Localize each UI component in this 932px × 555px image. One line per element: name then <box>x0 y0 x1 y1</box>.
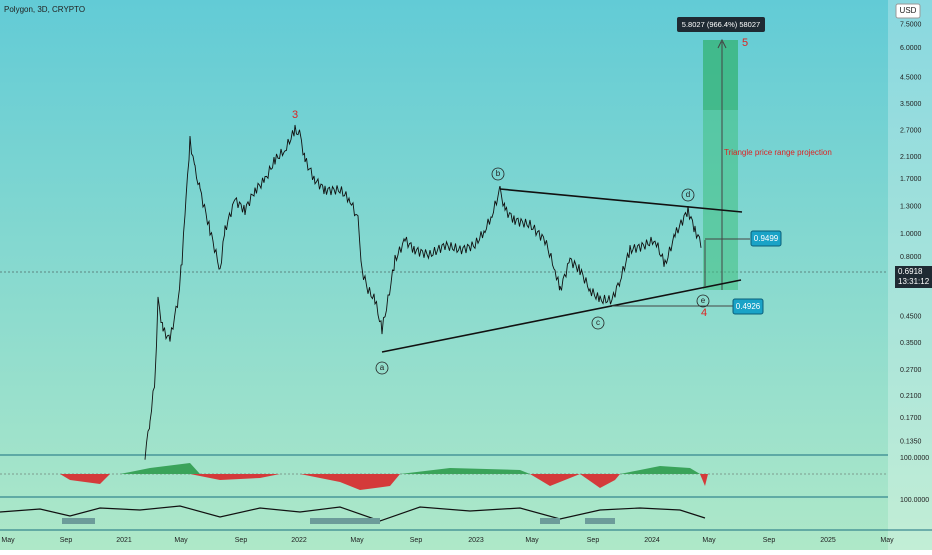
triangle-lower <box>381 279 742 353</box>
price-axis-label: 0.2100 <box>900 393 922 400</box>
wave-circle <box>681 188 695 202</box>
level-lower: 0.4926 <box>736 302 761 311</box>
time-axis-label: Sep <box>60 537 73 544</box>
last-price: 0.6918 <box>898 267 923 276</box>
time-axis-label: May <box>1 537 15 544</box>
time-axis-label: 2022 <box>291 537 307 544</box>
wave-label: 5 <box>742 37 748 49</box>
wave-circle <box>375 361 389 375</box>
indicator-positive <box>120 463 700 474</box>
level-upper: 0.9499 <box>754 234 779 243</box>
time-axis-label: May <box>174 537 188 544</box>
time-axis-label: 2023 <box>468 537 484 544</box>
time-axis-label: May <box>702 537 716 544</box>
price-axis-label: 1.0000 <box>900 231 922 238</box>
price-axis-label: 2.7000 <box>900 128 922 135</box>
oscillator-line <box>0 505 706 522</box>
wave-label: e <box>701 296 706 305</box>
price-series <box>144 124 702 460</box>
oscillator-histogram <box>62 518 615 524</box>
projection-note: Triangle price range projection <box>724 148 832 157</box>
symbol-title: Polygon, 3D, CRYPTO <box>4 5 85 14</box>
level-badge <box>750 230 782 247</box>
projection-label: 5.8027 (966.4%) 58027 <box>682 20 760 29</box>
price-axis-label: 2.1000 <box>900 154 922 161</box>
wave-label: c <box>596 318 600 327</box>
time-axis-label: Sep <box>235 537 248 544</box>
time-axis-label: May <box>350 537 364 544</box>
wave-circle <box>491 167 505 181</box>
price-axis-label: 0.8000 <box>900 254 922 261</box>
price-axis-label: 0.4500 <box>900 314 922 321</box>
time-axis-label: Sep <box>587 537 600 544</box>
time-axis-label: 2021 <box>116 537 132 544</box>
wave-circle <box>591 316 605 330</box>
price-axis-label: 1.7000 <box>900 176 922 183</box>
countdown: 13:31:12 <box>898 277 930 286</box>
price-axis-label: 7.5000 <box>900 22 922 29</box>
wave-label: d <box>686 190 690 199</box>
wave-label: 3 <box>292 109 298 121</box>
projection-label-bg <box>677 17 765 32</box>
indicator-axis-label: 100.0000 <box>900 497 929 504</box>
price-axis-label: 6.0000 <box>900 45 922 52</box>
price-axis-label: 0.1350 <box>900 439 922 446</box>
wave-circle <box>696 294 710 308</box>
triangle-upper <box>499 188 743 213</box>
wave-label: b <box>496 169 501 178</box>
time-axis-label: 2025 <box>820 537 836 544</box>
time-axis-label: Sep <box>410 537 423 544</box>
level-badge <box>732 298 764 315</box>
arrow-head <box>717 38 727 49</box>
indicator-negative <box>60 474 708 490</box>
price-tag <box>895 266 932 288</box>
price-axis-label: 0.3500 <box>900 340 922 347</box>
time-axis-label: May <box>525 537 539 544</box>
wave-label: a <box>380 363 385 372</box>
price-axis-label: 0.1700 <box>900 415 922 422</box>
projection-box-top <box>703 40 738 110</box>
time-axis-label: May <box>880 537 894 544</box>
time-axis-label: Sep <box>763 537 776 544</box>
time-axis-label: 2024 <box>644 537 660 544</box>
currency-button[interactable] <box>895 3 921 19</box>
currency[interactable]: USD <box>900 6 917 15</box>
wave-label: 4 <box>701 307 707 319</box>
price-axis-label: 3.5000 <box>900 101 922 108</box>
indicator-axis-label: 100.0000 <box>900 455 929 462</box>
price-axis-label: 4.5000 <box>900 75 922 82</box>
price-axis-label: 1.3000 <box>900 204 922 211</box>
price-axis-label: 0.2700 <box>900 367 922 374</box>
